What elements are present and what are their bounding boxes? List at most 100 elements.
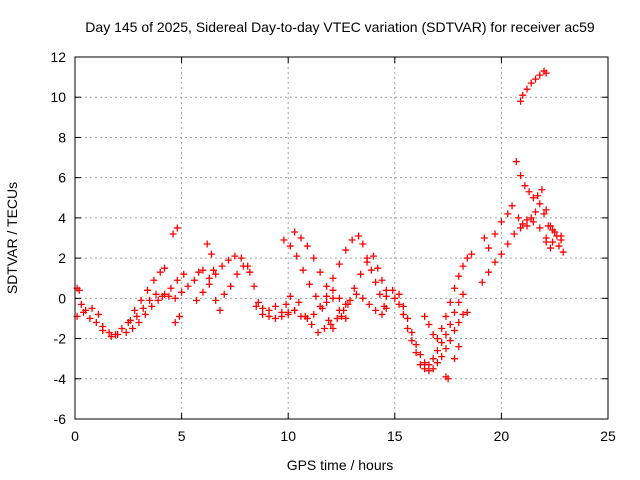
data-point — [421, 365, 429, 373]
data-point — [404, 314, 412, 322]
data-point — [259, 304, 267, 312]
data-point — [540, 210, 548, 218]
data-point — [378, 276, 386, 284]
data-point — [131, 306, 139, 314]
data-point — [446, 298, 454, 306]
data-point — [323, 292, 331, 300]
data-point — [114, 331, 122, 339]
y-tick-label: -6 — [54, 411, 67, 427]
data-point — [265, 312, 273, 320]
data-point — [438, 339, 446, 347]
data-point — [199, 266, 207, 274]
data-point — [378, 310, 386, 318]
series-track-g — [280, 236, 337, 332]
data-point — [442, 345, 450, 353]
data-point — [529, 218, 537, 226]
x-tick-label: 25 — [600, 428, 616, 444]
grid — [75, 57, 608, 419]
data-point — [372, 278, 380, 286]
data-point — [542, 69, 550, 77]
data-point — [412, 341, 420, 349]
data-point — [259, 310, 267, 318]
data-point — [527, 79, 535, 87]
data-point — [536, 200, 544, 208]
data-point — [342, 314, 350, 322]
data-point — [527, 214, 535, 222]
data-point — [122, 329, 130, 337]
x-tick-label: 5 — [178, 428, 186, 444]
data-point — [107, 333, 115, 341]
data-point — [463, 254, 471, 262]
data-point — [291, 306, 299, 314]
series-track-o — [480, 200, 565, 252]
data-point — [129, 325, 137, 332]
data-point — [350, 284, 358, 292]
data-point — [425, 320, 433, 328]
axes: 0 5 10 15 20 25 -6 -4 -2 0 2 4 6 8 10 12 — [50, 49, 616, 444]
data-point — [542, 206, 550, 214]
y-tick-label: -2 — [54, 331, 67, 347]
y-tick-label: -4 — [54, 371, 67, 387]
series-track-r — [517, 67, 550, 105]
series-track-m — [391, 290, 467, 373]
data-point — [205, 274, 213, 282]
data-point — [118, 325, 126, 332]
data-point — [523, 216, 531, 224]
y-tick-label: 8 — [58, 129, 66, 145]
data-point — [271, 314, 279, 322]
series-track-a — [73, 264, 169, 339]
data-point — [408, 337, 416, 345]
data-point — [442, 331, 450, 339]
series-track-d — [193, 262, 299, 318]
data-point — [446, 320, 454, 328]
data-point — [546, 222, 554, 230]
data-point — [141, 310, 149, 318]
data-point — [433, 359, 441, 367]
data-point — [367, 266, 375, 274]
data-point — [171, 294, 179, 302]
data-point — [94, 310, 102, 318]
data-point — [529, 194, 537, 202]
data-point — [190, 276, 198, 284]
data-point — [517, 97, 525, 105]
data-point — [333, 314, 341, 322]
data-point — [508, 202, 516, 210]
data-point — [538, 186, 546, 194]
data-point — [152, 290, 160, 298]
data-point — [184, 282, 192, 290]
series-track-j — [323, 232, 388, 310]
data-point — [92, 318, 100, 326]
data-point — [148, 302, 156, 310]
data-point — [459, 310, 467, 318]
data-point — [463, 308, 471, 316]
data-point — [359, 240, 367, 248]
data-point — [303, 242, 311, 250]
data-point — [329, 294, 337, 302]
y-tick-label: 10 — [50, 89, 66, 105]
x-tick-label: 15 — [387, 428, 403, 444]
data-point — [231, 252, 239, 260]
data-point — [517, 224, 525, 232]
data-point — [310, 254, 318, 262]
data-point — [225, 256, 233, 264]
data-point — [485, 244, 493, 252]
data-point — [205, 280, 213, 288]
series-track-q — [512, 158, 565, 252]
data-point — [193, 296, 201, 304]
data-point — [342, 246, 350, 254]
y-tick-label: 6 — [58, 170, 66, 186]
data-point — [135, 318, 143, 326]
data-point — [504, 210, 512, 218]
data-point — [171, 318, 179, 326]
data-point — [218, 262, 226, 270]
data-point — [517, 172, 525, 180]
data-point — [335, 260, 343, 268]
data-point — [180, 270, 188, 278]
data-point — [478, 278, 486, 286]
data-point — [252, 302, 260, 310]
chart-title: Day 145 of 2025, Sidereal Day-to-day VTE… — [85, 19, 595, 35]
data-point — [216, 306, 224, 314]
data-point — [557, 232, 565, 240]
data-point — [433, 347, 441, 355]
